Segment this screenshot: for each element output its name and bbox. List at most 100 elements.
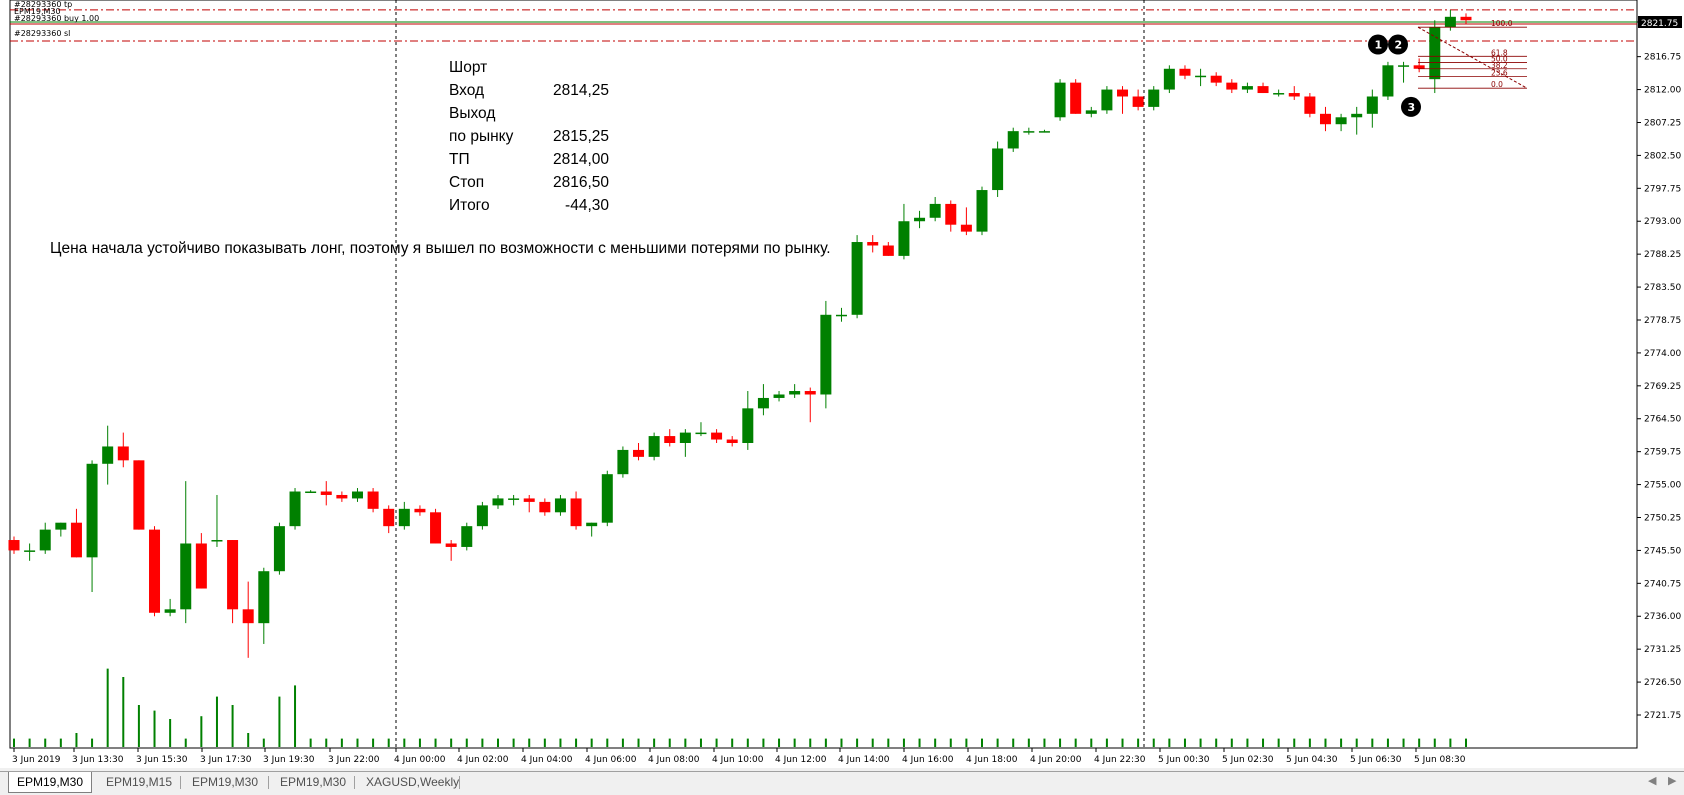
- tab-chart-3[interactable]: EPM19,M30: [192, 775, 259, 789]
- tab-separator: [268, 776, 269, 789]
- y-tick-label: 2807.25: [1644, 118, 1681, 128]
- candle-body: [992, 148, 1004, 191]
- candle-body: [929, 203, 941, 218]
- candle-body: [1398, 65, 1410, 67]
- candle-body: [586, 522, 598, 527]
- trade-marker-label: 3: [1408, 101, 1416, 114]
- fib-level-label: 50.0: [1491, 55, 1508, 64]
- candle-body: [1163, 68, 1175, 90]
- candle-body: [773, 394, 785, 398]
- summary-label: ТП: [449, 151, 470, 168]
- plot-frame: [9, 0, 1638, 749]
- x-tick-label: 3 Jun 2019: [12, 755, 61, 765]
- summary-label: по рынку: [449, 128, 514, 145]
- y-tick-label: 2797.75: [1644, 184, 1681, 194]
- candle-body: [1179, 68, 1191, 76]
- fib-trend-line: [1417, 26, 1528, 89]
- candle-body: [960, 224, 972, 232]
- candle-body: [898, 221, 910, 256]
- candle-body: [508, 498, 520, 500]
- x-tick-label: 3 Jun 13:30: [72, 755, 124, 765]
- scroll-left-icon[interactable]: ◀: [1648, 775, 1657, 787]
- candle-body: [86, 463, 98, 558]
- candle-body: [851, 242, 863, 315]
- candle-body: [1085, 110, 1097, 114]
- candle-body: [1257, 86, 1269, 94]
- candle-body: [117, 446, 129, 461]
- y-tick-label: 2745.50: [1644, 546, 1681, 556]
- y-tick-label: 2750.25: [1644, 513, 1681, 523]
- candle-body: [164, 609, 176, 613]
- candle-body: [914, 217, 926, 222]
- candle-body: [539, 501, 551, 513]
- trade-comment: Цена начала устойчиво показывать лонг, п…: [50, 240, 831, 257]
- y-tick-label: 2740.75: [1644, 579, 1681, 589]
- candle-body: [55, 522, 67, 530]
- candle-body: [8, 540, 20, 551]
- summary-value: 2816,50: [552, 174, 609, 191]
- scroll-right-icon[interactable]: ▶: [1668, 775, 1677, 787]
- x-tick-label: 4 Jun 00:00: [394, 755, 446, 765]
- candle-body: [1273, 93, 1285, 95]
- x-tick-label: 4 Jun 14:00: [838, 755, 890, 765]
- candle-body: [133, 460, 145, 530]
- y-tick-label: 2793.00: [1644, 217, 1681, 227]
- tab-chart-2[interactable]: EPM19,M15: [106, 775, 173, 789]
- candle-body: [1335, 117, 1347, 125]
- candle-body: [554, 498, 566, 513]
- candle-body: [242, 609, 254, 624]
- candle-body: [1429, 27, 1441, 80]
- summary-row: Итого -44,30: [449, 194, 609, 217]
- trade-marker-label: 1: [1375, 39, 1383, 52]
- candle-body: [180, 543, 192, 610]
- candle-body: [1023, 131, 1035, 133]
- candle-body: [492, 498, 504, 506]
- candle-body: [461, 526, 473, 547]
- candle-body: [523, 498, 535, 502]
- candle-body: [102, 446, 114, 464]
- tab-separator: [180, 776, 181, 789]
- chart-area[interactable]: 2821.75 2816.75 2812.00 2807.25 2802.50 2797.…: [0, 0, 1684, 768]
- x-tick-label: 4 Jun 04:00: [521, 755, 573, 765]
- candle-body: [195, 543, 207, 589]
- x-tick-label: 5 Jun 04:30: [1286, 755, 1338, 765]
- candle-body: [664, 436, 676, 443]
- y-tick-label: 2778.75: [1644, 316, 1681, 326]
- candle-body: [1195, 75, 1207, 78]
- candle-body: [24, 550, 36, 552]
- candle-body: [367, 491, 379, 509]
- candle-body: [882, 245, 894, 256]
- candle-body: [211, 540, 223, 542]
- candlestick-chart[interactable]: 2821.75 2816.75 2812.00 2807.25 2802.50 2797.…: [0, 0, 1684, 768]
- candle-body: [1351, 113, 1363, 118]
- trade-marker-circle: [1368, 34, 1388, 55]
- summary-row: Вход 2814,25: [449, 79, 609, 102]
- candle-body: [835, 314, 847, 317]
- candle-body: [757, 397, 769, 409]
- candle-body: [149, 529, 161, 613]
- x-tick-label: 4 Jun 16:00: [902, 755, 954, 765]
- tab-separator: [459, 776, 460, 789]
- summary-row: Стоп 2816,50: [449, 171, 609, 194]
- y-tick-label: 2726.50: [1644, 678, 1681, 688]
- chart-tab-bar: EPM19,M30 EPM19,M15 EPM19,M30 EPM19,M30 …: [0, 771, 1684, 795]
- candle-body: [1101, 89, 1113, 111]
- x-tick-label: 5 Jun 06:30: [1350, 755, 1402, 765]
- candle-body: [1319, 113, 1331, 125]
- y-tick-label: 2759.75: [1644, 448, 1681, 458]
- candle-body: [227, 540, 239, 610]
- candle-body: [1413, 65, 1425, 69]
- candle-body: [1304, 96, 1316, 114]
- summary-row: ТП 2814,00: [449, 148, 609, 171]
- tab-chart-4[interactable]: EPM19,M30: [280, 775, 347, 789]
- candle-body: [1366, 96, 1378, 114]
- y-tick-label: 2721.75: [1644, 711, 1681, 721]
- candle-body: [1038, 131, 1050, 133]
- tab-chart-5[interactable]: XAGUSD,Weekly: [366, 775, 460, 789]
- candle-body: [1070, 82, 1082, 114]
- y-tick-label: 2736.00: [1644, 612, 1681, 622]
- tab-chart-1[interactable]: EPM19,M30: [8, 772, 93, 793]
- candle-body: [867, 242, 879, 246]
- candle-body: [1117, 89, 1129, 97]
- candle-body: [820, 314, 832, 395]
